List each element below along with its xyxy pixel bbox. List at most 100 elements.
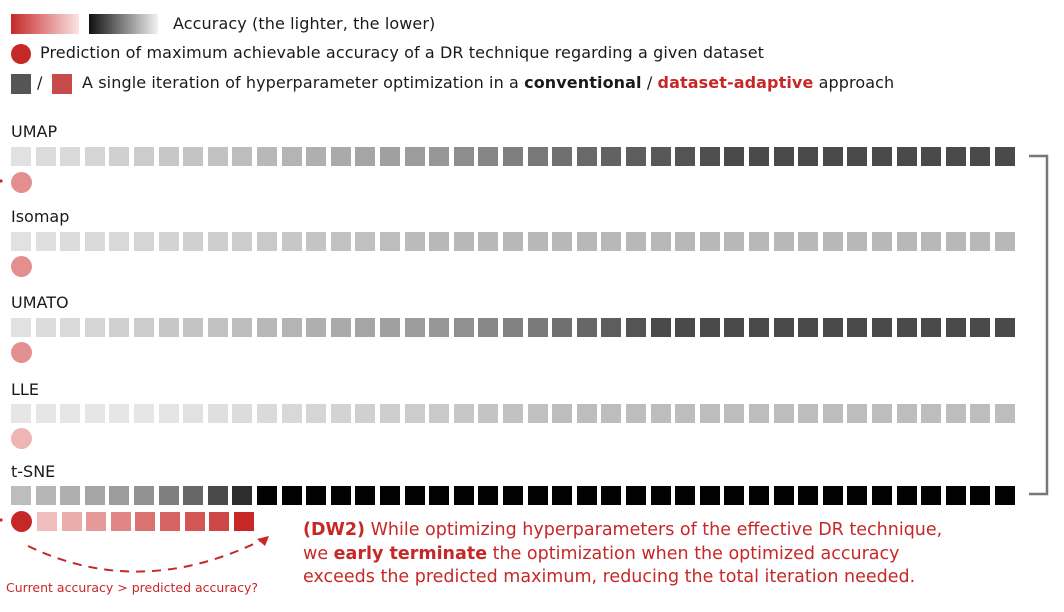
iteration-square — [552, 318, 573, 337]
iteration-square — [232, 232, 253, 251]
iteration-square — [995, 404, 1015, 423]
iteration-square — [749, 404, 769, 423]
iteration-square — [970, 404, 991, 423]
iteration-square — [626, 486, 646, 505]
iteration-square — [134, 147, 154, 166]
legend-adaptive-square — [52, 74, 72, 94]
edge-marker-umap — [0, 179, 3, 183]
iteration-square — [35, 404, 56, 423]
iteration-square — [699, 404, 720, 423]
technique-label: t-SNE — [11, 462, 56, 481]
iteration-square — [207, 486, 228, 505]
iteration-square — [257, 486, 277, 505]
iteration-square — [355, 318, 376, 337]
iteration-suffix: approach — [813, 73, 895, 92]
iteration-square — [134, 404, 154, 423]
iteration-square — [503, 232, 523, 251]
iteration-square — [847, 147, 868, 166]
iteration-square — [158, 486, 179, 505]
iteration-square — [257, 318, 277, 337]
adaptive-iteration-square — [184, 512, 205, 531]
iteration-square — [306, 486, 327, 505]
iteration-square — [847, 486, 868, 505]
iteration-square — [355, 232, 376, 251]
iteration-square — [626, 232, 646, 251]
iteration-square — [626, 318, 646, 337]
iteration-square — [576, 404, 597, 423]
iteration-square — [478, 404, 499, 423]
iteration-square — [35, 147, 56, 166]
iteration-square — [527, 404, 548, 423]
iteration-square — [601, 486, 622, 505]
iteration-square — [749, 486, 769, 505]
iteration-square — [503, 404, 523, 423]
iteration-square — [945, 147, 966, 166]
iteration-square — [257, 232, 277, 251]
iteration-square — [872, 404, 892, 423]
gray-gradient-swatch — [89, 14, 158, 34]
legend-prediction-dot — [11, 44, 31, 64]
iteration-square — [675, 486, 696, 505]
iteration-square — [724, 147, 745, 166]
iteration-square — [970, 486, 991, 505]
iteration-square — [257, 147, 277, 166]
iteration-square — [945, 486, 966, 505]
iteration-square — [601, 147, 622, 166]
note-line-3: exceeds the predicted maximum, reducing … — [303, 567, 916, 587]
iteration-square — [35, 318, 56, 337]
iteration-square — [453, 404, 474, 423]
iteration-square — [822, 404, 843, 423]
iteration-square — [552, 232, 573, 251]
iteration-square — [675, 404, 696, 423]
iteration-square — [11, 147, 31, 166]
iteration-square — [896, 486, 917, 505]
iteration-square — [601, 318, 622, 337]
iteration-square — [281, 232, 302, 251]
adaptive-iteration-square — [110, 512, 131, 531]
iteration-square — [995, 147, 1015, 166]
iteration-square — [478, 147, 499, 166]
iteration-square — [330, 232, 351, 251]
iteration-square — [601, 232, 622, 251]
iteration-square — [699, 486, 720, 505]
technique-label: LLE — [11, 380, 39, 399]
iteration-square — [872, 486, 892, 505]
iteration-square — [699, 147, 720, 166]
iteration-square — [306, 404, 327, 423]
iteration-square — [872, 147, 892, 166]
iteration-square — [380, 486, 400, 505]
iteration-square — [822, 232, 843, 251]
iteration-square — [330, 147, 351, 166]
iteration-square — [847, 404, 868, 423]
iteration-square — [404, 147, 425, 166]
iteration-square — [183, 486, 204, 505]
note-line2-post: the optimization when the optimized accu… — [487, 543, 900, 564]
iteration-square — [60, 147, 81, 166]
iteration-square — [183, 404, 204, 423]
iteration-square — [650, 486, 671, 505]
iteration-square — [995, 486, 1015, 505]
iteration-square — [650, 147, 671, 166]
iteration-square — [798, 147, 819, 166]
iteration-square — [35, 486, 56, 505]
iteration-square — [527, 486, 548, 505]
iteration-square — [724, 486, 745, 505]
iteration-square — [281, 486, 302, 505]
iteration-square — [84, 318, 105, 337]
iteration-square — [552, 404, 573, 423]
iteration-square — [84, 147, 105, 166]
iteration-square — [306, 318, 327, 337]
iteration-square — [158, 232, 179, 251]
iteration-square — [380, 232, 400, 251]
iteration-square — [921, 147, 942, 166]
iteration-square — [601, 404, 622, 423]
adaptive-iteration-square — [160, 512, 180, 531]
legend-accuracy-label: Accuracy (the lighter, the lower) — [173, 14, 436, 33]
prediction-dot — [11, 428, 32, 449]
legend-slash: / — [37, 73, 43, 92]
prediction-dot — [11, 256, 32, 277]
iteration-square — [134, 486, 154, 505]
iteration-conventional: conventional — [524, 73, 642, 92]
iteration-square — [429, 486, 450, 505]
iteration-square — [724, 318, 745, 337]
